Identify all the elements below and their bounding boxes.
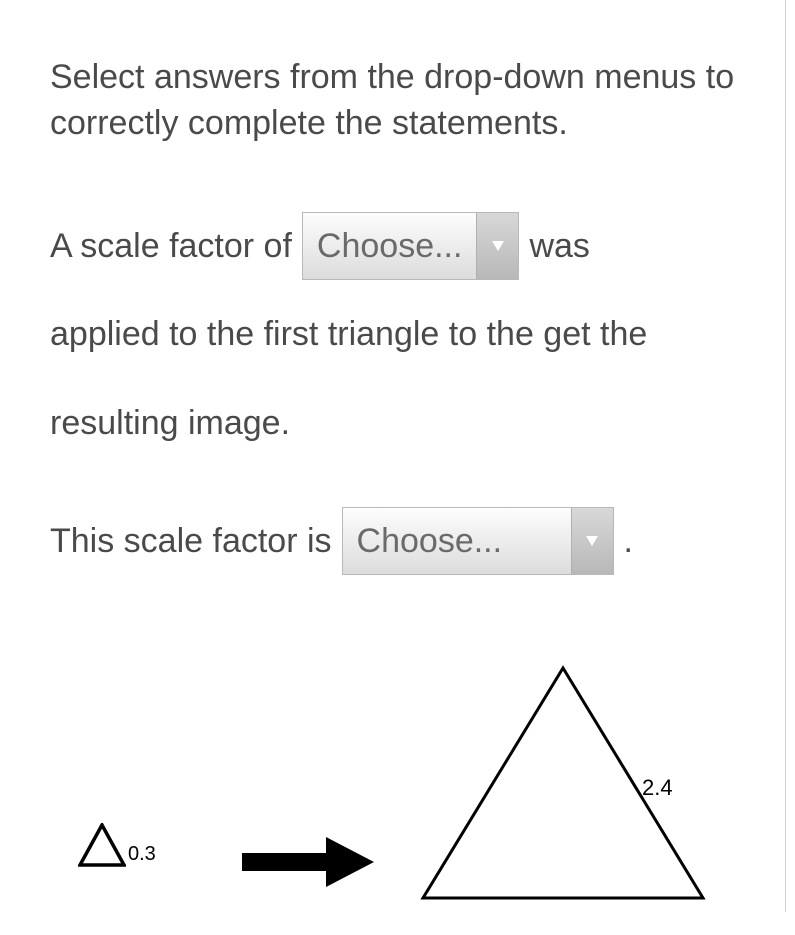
small-triangle-label: 0.3 [128, 843, 156, 866]
statement-line-3: resulting image. [50, 379, 735, 467]
dropdown-2-label: Choose... [343, 508, 571, 574]
statement-block: A scale factor of Choose... was applied … [50, 202, 735, 586]
chevron-down-icon [476, 213, 518, 279]
scrollbar-track[interactable] [785, 0, 795, 912]
small-triangle [78, 823, 126, 872]
text-after-dd2: . [624, 497, 633, 585]
scale-figure: 0.3 2.4 [50, 655, 750, 935]
page-content: Select answers from the drop-down menus … [0, 0, 785, 912]
chevron-down-icon [571, 508, 613, 574]
text-before-dd2: This scale factor is [50, 497, 332, 585]
large-triangle-label: 2.4 [642, 775, 673, 801]
statement-text-3: resulting image. [50, 379, 290, 467]
statement-line-2: applied to the first triangle to the get… [50, 290, 735, 378]
statement-line-4: This scale factor is Choose... . [50, 497, 735, 585]
text-after-dd1: was [529, 202, 589, 290]
arrow-icon [242, 837, 374, 892]
scale-factor-type-dropdown[interactable]: Choose... [342, 507, 614, 575]
instruction-text: Select answers from the drop-down menus … [50, 55, 735, 147]
scale-factor-dropdown[interactable]: Choose... [302, 212, 520, 280]
small-triangle-shape [80, 825, 124, 865]
dropdown-1-label: Choose... [303, 213, 477, 279]
statement-line-1: A scale factor of Choose... was [50, 202, 735, 290]
text-before-dd1: A scale factor of [50, 202, 292, 290]
statement-text-2: applied to the first triangle to the get… [50, 290, 647, 378]
